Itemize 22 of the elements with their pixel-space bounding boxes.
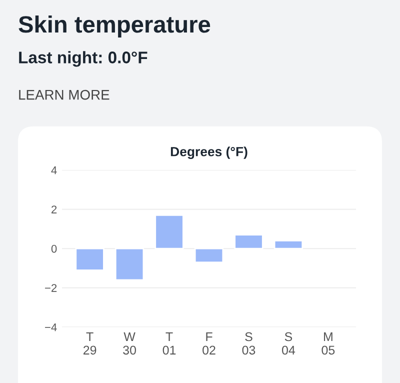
x-tick-label: T 29 (83, 332, 96, 355)
x-tick-label: S 03 (242, 332, 256, 355)
bar (194, 248, 224, 263)
y-tick-label: 4 (51, 166, 57, 174)
x-tick-label: F 02 (202, 332, 216, 355)
x-tick-label: W 30 (123, 332, 136, 355)
y-tick-label: −4 (45, 323, 57, 332)
y-tick-label: 2 (52, 206, 57, 214)
y-tick-label: −2 (45, 284, 57, 292)
bar (154, 214, 184, 250)
x-tick-label: S 04 (282, 332, 296, 355)
chart-title: Skin temperature (18, 15, 210, 38)
x-tick-label: T 01 (162, 332, 176, 355)
bar (114, 248, 144, 281)
x-tick-label: M 05 (322, 332, 335, 355)
bar (274, 240, 304, 250)
bar (75, 248, 104, 271)
y-tick-label: 0 (51, 244, 57, 253)
text: LEARN MORE (19, 90, 110, 100)
bar (234, 234, 264, 250)
y-axis-title: Degrees (°F) (170, 146, 248, 159)
chart-subtitle: Last night: 0.0°F (19, 51, 148, 67)
